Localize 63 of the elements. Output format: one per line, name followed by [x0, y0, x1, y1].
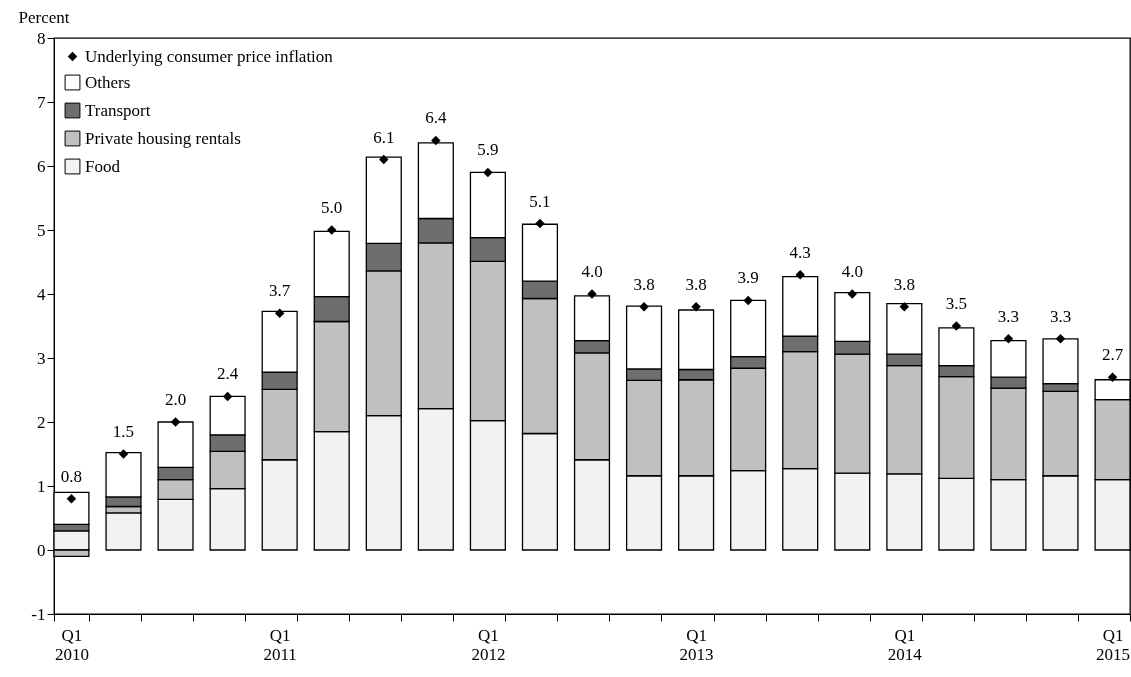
data-label: 3.3 — [997, 306, 1020, 326]
data-label: 6.4 — [425, 108, 447, 128]
legend-label: Underlying consumer price inflation — [85, 46, 334, 66]
point — [483, 167, 493, 178]
data-label: 3.9 — [737, 268, 759, 288]
legend-label: Food — [85, 156, 121, 176]
data-label: 4.0 — [581, 262, 603, 281]
point — [170, 417, 181, 427]
point — [274, 308, 285, 318]
data-label: 2.7 — [1101, 345, 1124, 365]
point — [326, 225, 337, 235]
x-tick-label: Q1 2012 — [471, 625, 506, 664]
legend-label: Others — [85, 72, 131, 92]
point — [691, 302, 701, 312]
data-label: 2.0 — [164, 390, 187, 409]
point — [795, 270, 805, 280]
data-label: 1.5 — [112, 422, 135, 441]
y-tick-label: 5 — [37, 220, 46, 240]
data-label: 3.5 — [945, 294, 968, 313]
legend-label: Private housing rentals — [85, 128, 241, 148]
x-tick-label: Q1 2013 — [679, 625, 714, 664]
y-tick-label: 2 — [37, 412, 46, 432]
data-label: 3.8 — [633, 274, 655, 294]
point — [639, 302, 649, 312]
data-label: 2.4 — [216, 364, 239, 384]
point — [847, 289, 858, 299]
point — [1055, 334, 1066, 344]
y-tick-label: 4 — [37, 284, 46, 304]
y-tick-label: 1 — [37, 476, 46, 496]
point — [222, 391, 233, 402]
point — [899, 302, 910, 312]
data-label: 4.0 — [841, 262, 863, 281]
legend-label: Transport — [85, 100, 151, 120]
data-label: 3.3 — [1049, 306, 1072, 326]
y-tick-label: 6 — [37, 156, 46, 176]
data-label: 3.8 — [685, 274, 707, 294]
y-tick-label: 0 — [37, 540, 46, 560]
data-label: 5.9 — [477, 140, 499, 160]
point — [743, 295, 753, 306]
x-tick-label: Q1 2010 — [54, 625, 89, 664]
point — [431, 135, 441, 146]
data-label: 3.7 — [269, 281, 291, 301]
data-label: 5.0 — [321, 198, 343, 217]
data-label: 3.8 — [893, 274, 915, 294]
data-label: 6.1 — [373, 127, 395, 147]
data-label: 0.8 — [60, 466, 83, 486]
point — [1107, 372, 1118, 382]
point — [66, 494, 77, 504]
y-tick-label: 8 — [37, 28, 46, 48]
y-axis-title: Percent — [18, 7, 70, 27]
x-tick-label: Q1 2014 — [887, 625, 923, 664]
data-label: 4.3 — [789, 242, 811, 262]
point — [118, 449, 129, 459]
data-label: 5.1 — [529, 191, 551, 211]
point — [1003, 334, 1014, 344]
y-tick-label: 3 — [37, 348, 46, 368]
x-tick-label: Q1 2011 — [263, 625, 297, 664]
y-tick-label: 7 — [37, 92, 46, 112]
point — [379, 154, 389, 165]
x-tick-label: Q1 2015 — [1096, 625, 1131, 664]
y-tick-label: -1 — [31, 604, 46, 624]
point — [951, 321, 962, 331]
point — [535, 218, 545, 229]
